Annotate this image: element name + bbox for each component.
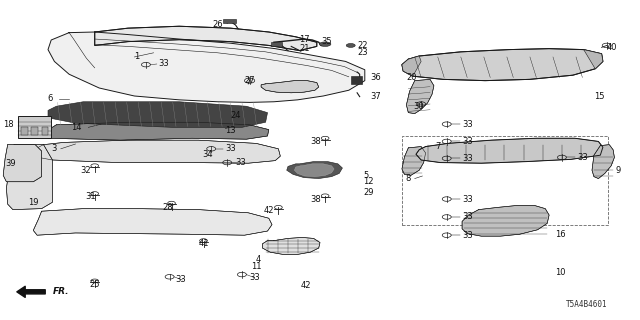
Ellipse shape: [346, 44, 355, 47]
Text: T5A4B4601: T5A4B4601: [566, 300, 608, 309]
Text: 19: 19: [28, 198, 38, 207]
Polygon shape: [416, 138, 603, 163]
Text: 33: 33: [462, 212, 473, 221]
Text: 38: 38: [310, 196, 321, 204]
Polygon shape: [46, 122, 269, 140]
Text: 31: 31: [86, 192, 96, 201]
Text: 40: 40: [607, 43, 617, 52]
Text: 33: 33: [462, 137, 473, 146]
Text: 10: 10: [556, 268, 566, 277]
Polygon shape: [584, 50, 603, 69]
Text: 11: 11: [251, 262, 261, 271]
Text: 21: 21: [300, 44, 310, 53]
Text: 18: 18: [3, 120, 14, 129]
Text: 22: 22: [357, 41, 367, 50]
Text: 24: 24: [230, 111, 241, 120]
Text: 33: 33: [175, 276, 186, 284]
Text: 20: 20: [407, 73, 417, 82]
Polygon shape: [3, 145, 42, 182]
Polygon shape: [287, 162, 342, 179]
Text: 38: 38: [310, 137, 321, 146]
Text: 17: 17: [300, 36, 310, 44]
FancyBboxPatch shape: [223, 19, 236, 23]
FancyBboxPatch shape: [271, 42, 282, 46]
Text: 41: 41: [198, 239, 209, 248]
Text: 33: 33: [462, 231, 473, 240]
Text: 27: 27: [244, 76, 255, 85]
FancyBboxPatch shape: [42, 127, 48, 135]
Text: 1: 1: [134, 52, 140, 61]
Text: 33: 33: [577, 153, 588, 162]
Text: 25: 25: [90, 280, 100, 289]
Text: 28: 28: [163, 203, 173, 212]
Text: 36: 36: [370, 73, 381, 82]
Text: 14: 14: [72, 123, 82, 132]
Text: 30: 30: [413, 102, 424, 111]
Polygon shape: [6, 145, 52, 210]
Text: 8: 8: [406, 174, 411, 183]
Text: 33: 33: [462, 120, 473, 129]
Polygon shape: [592, 145, 614, 179]
Polygon shape: [95, 26, 317, 51]
Text: 4: 4: [256, 255, 261, 264]
Ellipse shape: [319, 42, 331, 46]
Polygon shape: [402, 147, 426, 175]
Text: 33: 33: [462, 195, 473, 204]
FancyBboxPatch shape: [31, 127, 38, 135]
Text: 7: 7: [435, 142, 440, 151]
Text: 16: 16: [556, 230, 566, 239]
Text: 39: 39: [5, 159, 16, 168]
Text: 26: 26: [212, 20, 223, 29]
Polygon shape: [402, 56, 421, 76]
Polygon shape: [262, 237, 320, 254]
FancyBboxPatch shape: [351, 76, 362, 84]
Text: 15: 15: [594, 92, 604, 101]
Text: 37: 37: [370, 92, 381, 101]
Text: 33: 33: [250, 273, 260, 282]
Polygon shape: [48, 102, 268, 127]
Text: 6: 6: [47, 94, 52, 103]
Polygon shape: [462, 205, 549, 236]
Text: 32: 32: [80, 166, 91, 175]
Polygon shape: [406, 79, 434, 114]
Text: 33: 33: [159, 60, 170, 68]
Polygon shape: [48, 32, 365, 102]
Text: 23: 23: [357, 48, 368, 57]
Text: 9: 9: [616, 166, 621, 175]
Text: 33: 33: [236, 158, 246, 167]
Text: 29: 29: [364, 188, 374, 197]
Polygon shape: [261, 81, 319, 93]
Polygon shape: [32, 140, 280, 163]
Text: 42: 42: [264, 206, 274, 215]
Text: 5: 5: [364, 171, 369, 180]
FancyArrowPatch shape: [17, 286, 45, 297]
Text: 33: 33: [225, 144, 236, 153]
Text: 35: 35: [321, 37, 332, 46]
Text: 34: 34: [202, 150, 212, 159]
Text: FR.: FR.: [52, 287, 69, 296]
Text: 3: 3: [51, 144, 56, 153]
Text: 42: 42: [301, 281, 311, 290]
Polygon shape: [33, 209, 272, 235]
Text: 33: 33: [462, 154, 473, 163]
Polygon shape: [294, 164, 334, 177]
Text: 12: 12: [364, 177, 374, 186]
Text: 13: 13: [225, 126, 236, 135]
FancyBboxPatch shape: [18, 116, 51, 138]
FancyBboxPatch shape: [21, 127, 28, 135]
Polygon shape: [402, 49, 603, 81]
